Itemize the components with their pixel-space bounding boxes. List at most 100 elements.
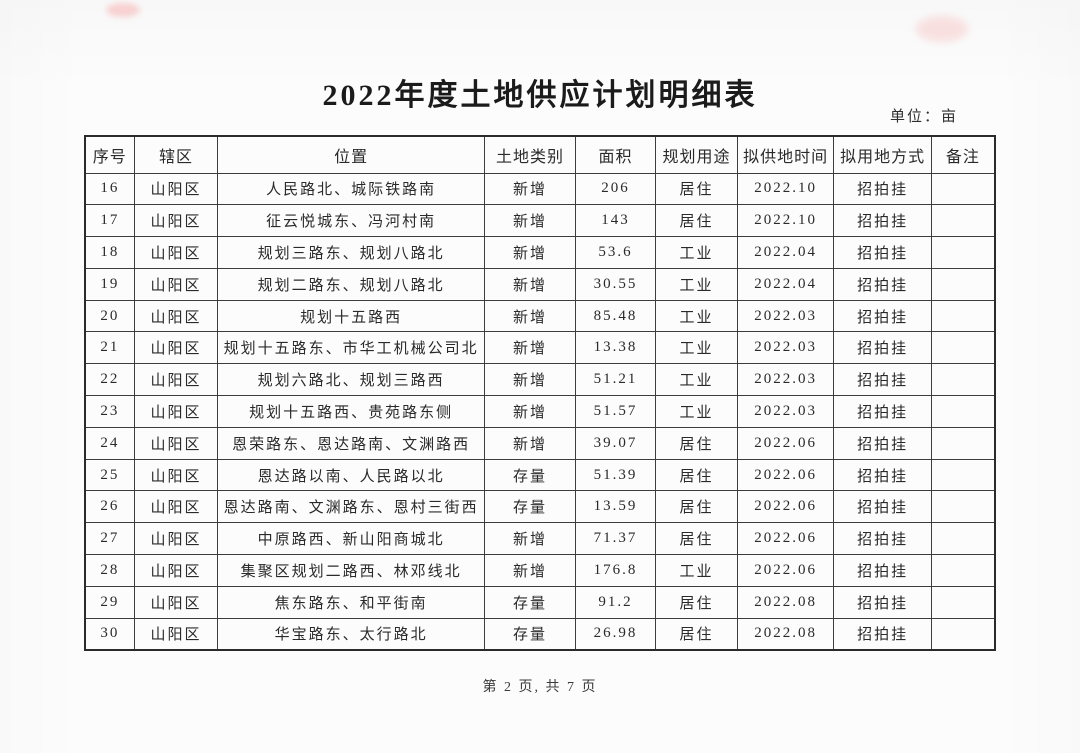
table-cell: 招拍挂: [833, 395, 932, 428]
table-cell: 规划六路北、规划三路西: [217, 363, 485, 397]
table-cell: 山阳区: [133, 617, 219, 651]
table-cell: 13.38: [574, 331, 657, 365]
table-cell: 26.98: [574, 617, 657, 651]
table-row: 23 山阳区 规划十五路西、贵苑路东侧 新增 51.57 工业 2022.03 招拍挂: [84, 395, 996, 428]
table-cell: [930, 363, 996, 397]
table-body: 16 山阳区 人民路北、城际铁路南 新增 206 居住 2022.10 招拍挂 17 山阳区 征云悦…: [84, 172, 996, 651]
table-cell: 51.39: [574, 458, 657, 492]
table-cell: 规划十五路西: [217, 299, 485, 333]
table-cell: 招拍挂: [833, 522, 932, 556]
red-stamp-smudge-left: [106, 3, 140, 17]
table-cell: 招拍挂: [833, 204, 932, 238]
table-cell: 71.37: [574, 522, 657, 556]
table-cell: 工业: [655, 267, 738, 301]
table-cell: 山阳区: [133, 522, 219, 556]
table-cell: 山阳区: [133, 172, 219, 206]
col-header-serial: 序号: [84, 135, 135, 174]
table-cell: 26: [84, 490, 135, 524]
table-cell: 山阳区: [133, 299, 219, 333]
table-cell: 华宝路东、太行路北: [217, 617, 485, 651]
table-cell: 新增: [483, 554, 576, 587]
table-cell: 山阳区: [133, 331, 219, 365]
table-cell: 51.57: [574, 395, 657, 428]
table-cell: 27: [84, 522, 135, 556]
table-cell: 恩荣路东、恩达路南、文渊路西: [217, 426, 485, 460]
table-cell: 2022.06: [736, 522, 835, 556]
table-cell: 24: [84, 426, 135, 460]
table-cell: 2022.03: [736, 395, 835, 428]
table-row: 21 山阳区 规划十五路东、市华工机械公司北 新增 13.38 工业 2022.03 招拍挂: [84, 331, 996, 365]
table-row: 28 山阳区 集聚区规划二路西、林邓线北 新增 176.8 工业 2022.06 招拍挂: [84, 554, 996, 587]
table-cell: 2022.06: [736, 426, 835, 460]
table-cell: 新增: [483, 395, 576, 428]
table-cell: 91.2: [574, 585, 657, 619]
table-cell: 居住: [655, 458, 738, 492]
table-cell: 规划三路东、规划八路北: [217, 236, 485, 269]
table-cell: 居住: [655, 426, 738, 460]
table-row: 18 山阳区 规划三路东、规划八路北 新增 53.6 工业 2022.04 招拍挂: [84, 236, 996, 269]
table-cell: 2022.04: [736, 267, 835, 301]
table-cell: 居住: [655, 522, 738, 556]
table-row: 20 山阳区 规划十五路西 新增 85.48 工业 2022.03 招拍挂: [84, 299, 996, 333]
table-cell: 招拍挂: [833, 299, 932, 333]
table-cell: 集聚区规划二路西、林邓线北: [217, 554, 485, 587]
table-cell: 焦东路东、和平街南: [217, 585, 485, 619]
table-cell: [930, 331, 996, 365]
table-cell: 征云悦城东、冯河村南: [217, 204, 485, 238]
col-header-supply-time: 拟供地时间: [736, 135, 835, 174]
table-cell: 2022.08: [736, 585, 835, 619]
table-cell: [930, 267, 996, 301]
table-cell: [930, 236, 996, 269]
table-cell: 2022.06: [736, 554, 835, 587]
table-cell: 13.59: [574, 490, 657, 524]
red-stamp-smudge-right: [916, 16, 968, 42]
table-cell: 工业: [655, 236, 738, 269]
table-cell: 2022.06: [736, 458, 835, 492]
table-cell: 居住: [655, 585, 738, 619]
table-row: 25 山阳区 恩达路以南、人民路以北 存量 51.39 居住 2022.06 招拍挂: [84, 458, 996, 492]
table-cell: [930, 554, 996, 587]
table-cell: 山阳区: [133, 395, 219, 428]
table-cell: 规划十五路西、贵苑路东侧: [217, 395, 485, 428]
table-cell: 招拍挂: [833, 490, 932, 524]
table-cell: 新增: [483, 204, 576, 238]
table-cell: 招拍挂: [833, 172, 932, 206]
land-supply-table: 序号 辖区 位置 土地类别 面积 规划用途 拟供地时间 拟用地方式 备注 16 山…: [84, 135, 996, 651]
table-cell: 新增: [483, 236, 576, 269]
table-row: 22 山阳区 规划六路北、规划三路西 新增 51.21 工业 2022.03 招拍挂: [84, 363, 996, 397]
table-cell: 存量: [483, 490, 576, 524]
col-header-remarks: 备注: [930, 135, 996, 174]
col-header-district: 辖区: [133, 135, 219, 174]
table-cell: [930, 522, 996, 556]
table-row: 24 山阳区 恩荣路东、恩达路南、文渊路西 新增 39.07 居住 2022.06 招拍挂: [84, 426, 996, 460]
table-cell: 居住: [655, 617, 738, 651]
table-cell: 53.6: [574, 236, 657, 269]
table-cell: 存量: [483, 617, 576, 651]
table-cell: 中原路西、新山阳商城北: [217, 522, 485, 556]
table-cell: [930, 172, 996, 206]
table-cell: 21: [84, 331, 135, 365]
table-cell: [930, 585, 996, 619]
table-cell: 新增: [483, 363, 576, 397]
table-cell: 143: [574, 204, 657, 238]
table-cell: 19: [84, 267, 135, 301]
table-cell: 18: [84, 236, 135, 269]
table-cell: 工业: [655, 363, 738, 397]
table-cell: 22: [84, 363, 135, 397]
table-cell: 山阳区: [133, 458, 219, 492]
table-cell: 工业: [655, 299, 738, 333]
table-cell: 山阳区: [133, 204, 219, 238]
table-cell: 工业: [655, 554, 738, 587]
table-cell: 25: [84, 458, 135, 492]
table-row: 16 山阳区 人民路北、城际铁路南 新增 206 居住 2022.10 招拍挂: [84, 172, 996, 206]
table-cell: 2022.03: [736, 331, 835, 365]
table-cell: 16: [84, 172, 135, 206]
table-cell: 新增: [483, 522, 576, 556]
col-header-land-type: 土地类别: [483, 135, 576, 174]
table-cell: 新增: [483, 299, 576, 333]
table-cell: 规划十五路东、市华工机械公司北: [217, 331, 485, 365]
table-cell: 2022.03: [736, 363, 835, 397]
table-cell: [930, 204, 996, 238]
table-cell: [930, 490, 996, 524]
